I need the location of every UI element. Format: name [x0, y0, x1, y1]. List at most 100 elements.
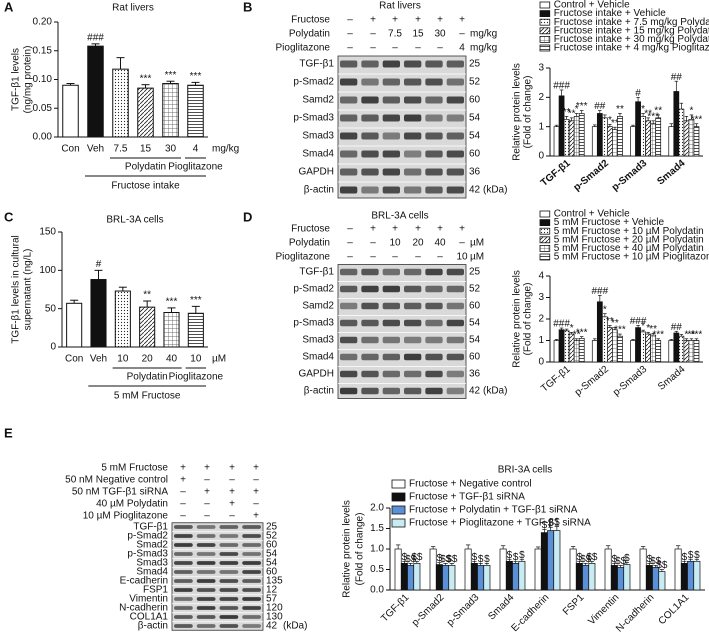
condition-mark: – — [370, 252, 376, 263]
condition-mark: + — [459, 224, 465, 235]
protein-label: p-Smad2 — [293, 284, 334, 295]
blot-band — [340, 96, 358, 104]
bar — [573, 340, 580, 363]
legend-label: Control + Vehicle — [554, 0, 630, 11]
bar — [658, 571, 666, 591]
blot-band — [446, 78, 464, 86]
significance: ### — [630, 316, 647, 327]
blot-band — [174, 606, 193, 610]
bar — [607, 327, 613, 363]
significance: $ — [402, 552, 408, 563]
blot-band — [425, 336, 443, 344]
bar — [563, 118, 570, 157]
kda-label: 54 — [469, 113, 481, 124]
bar — [617, 116, 623, 157]
condition-mark: – — [437, 43, 443, 54]
condition-mark: 10 — [456, 252, 468, 263]
bar — [512, 562, 520, 591]
significance: ** — [611, 118, 619, 129]
bar — [645, 333, 652, 363]
blot-band — [242, 552, 261, 556]
blot-band — [196, 588, 216, 592]
bar — [558, 95, 565, 157]
blot-band — [196, 543, 216, 547]
significance: *** — [166, 297, 178, 308]
blot-band — [361, 285, 379, 293]
blot-band — [404, 336, 422, 344]
panel-letter: A — [4, 0, 14, 14]
blot-band — [196, 525, 216, 529]
blot-band — [446, 353, 464, 361]
blot-band — [382, 150, 400, 158]
blot-band — [361, 302, 379, 310]
blot-band — [174, 534, 193, 538]
bar — [640, 116, 646, 157]
significance: ** — [649, 324, 657, 335]
bar — [394, 548, 402, 591]
legend-swatch — [539, 253, 551, 261]
protein-label: p-Smad2 — [293, 77, 334, 88]
condition-mark: – — [347, 238, 353, 249]
bar — [429, 548, 437, 591]
condition-mark: + — [229, 499, 235, 510]
protein-label: E-cadherin — [120, 576, 168, 587]
condition-mark: – — [347, 15, 353, 26]
bar — [470, 562, 478, 591]
blot-band — [174, 588, 193, 592]
significance: * — [603, 304, 607, 315]
significance: *** — [691, 329, 703, 340]
bar — [87, 45, 104, 138]
kda-label: 54 — [266, 549, 278, 560]
protein-label: Smad4 — [302, 352, 334, 363]
condition-mark: + — [180, 475, 186, 486]
significance: $ — [688, 550, 694, 561]
y-tick-label: 150 — [39, 227, 56, 238]
caption: 5 mM Fructose — [114, 391, 181, 402]
condition-mark: – — [459, 238, 465, 249]
panel-letter: C — [4, 209, 14, 224]
significance: ** — [616, 104, 624, 115]
blot-band — [219, 597, 239, 601]
kda-label: 54 — [469, 335, 481, 346]
x-tick-label: p-Smad3 — [610, 158, 650, 194]
significance: $$ — [405, 554, 417, 565]
condition-mark: – — [459, 29, 465, 40]
significance: *** — [576, 327, 588, 338]
condition-mark: – — [415, 43, 421, 54]
condition-mark: + — [180, 463, 186, 474]
legend-swatch — [539, 1, 551, 9]
bar — [575, 562, 583, 591]
kda-label: 12 — [266, 585, 278, 596]
bar — [683, 120, 690, 157]
protein-label: Smad3 — [136, 558, 168, 569]
bar — [435, 564, 443, 591]
blot-band — [174, 615, 193, 619]
significance: $ — [548, 518, 554, 529]
condition-mark: 10 — [389, 238, 401, 249]
significance: *** — [190, 295, 202, 306]
blot-band — [382, 353, 400, 361]
protein-label: p-Smad2 — [127, 531, 168, 542]
protein-label: p-Smad3 — [293, 113, 334, 124]
blot-band — [446, 60, 464, 68]
condition-mark: – — [370, 238, 376, 249]
blot-band — [219, 588, 239, 592]
kda-label: 52 — [469, 284, 481, 295]
bar — [645, 120, 652, 157]
blot-band — [340, 285, 358, 293]
blot-band — [361, 114, 379, 122]
bar — [163, 312, 180, 348]
bar — [477, 565, 485, 591]
bar — [630, 126, 636, 157]
blot-band — [242, 588, 261, 592]
blot-band — [242, 624, 261, 628]
significance: * — [641, 321, 645, 332]
condition-mark: – — [347, 43, 353, 54]
significance: *** — [190, 71, 202, 82]
blot-title: BRL-3A cells — [371, 211, 428, 222]
kda-label: 60 — [469, 95, 481, 106]
kda-label: 25 — [469, 267, 481, 278]
significance: $$ — [440, 554, 452, 565]
x-tick-label: 30 — [165, 144, 177, 155]
blot-band — [361, 387, 379, 395]
